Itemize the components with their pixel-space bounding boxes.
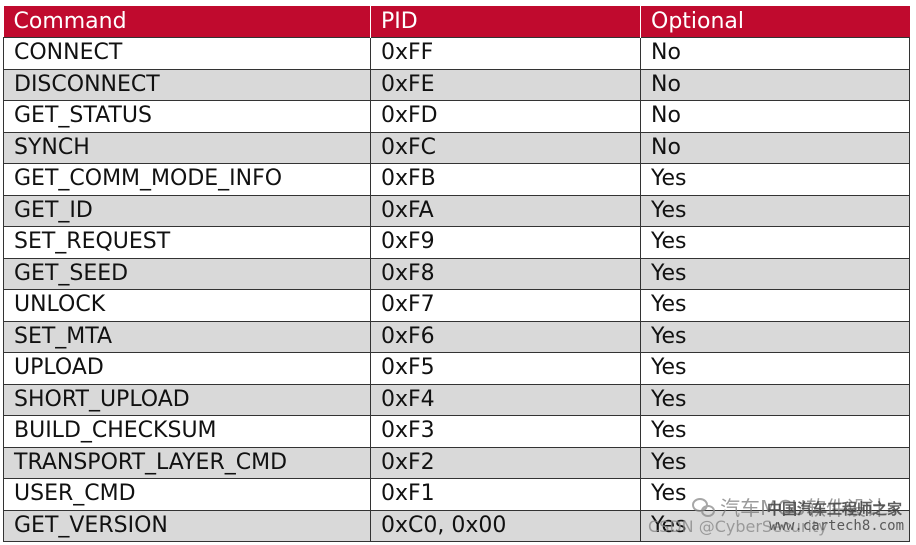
table-row: TRANSPORT_LAYER_CMD 0xF2 Yes [3,446,910,479]
optional-cell: Yes [640,194,910,227]
optional-cell: No [640,100,910,133]
command-cell: USER_CMD [3,478,371,511]
wechat-icon [692,497,716,517]
table-row: UNLOCK 0xF7 Yes [3,289,910,322]
pid-cell: 0xF5 [370,352,641,385]
watermark-csdn: CSDN @CyberSecurity [648,517,828,536]
header-row: Command PID Optional [3,6,910,38]
command-cell: SET_MTA [3,320,371,353]
optional-cell: Yes [640,509,910,542]
pid-cell: 0xF3 [370,415,641,448]
command-cell: GET_VERSION [3,509,371,542]
table-row: SET_MTA 0xF6 Yes [3,320,910,353]
pid-cell: 0xF9 [370,226,641,259]
table-body: CONNECT 0xFF No DISCONNECT 0xFE No GET_S… [3,37,910,542]
command-cell: GET_SEED [3,257,371,290]
pid-cell: 0xF7 [370,289,641,322]
pid-cell: 0xFC [370,131,641,164]
command-cell: DISCONNECT [3,68,371,101]
column-header-command: Command [3,6,371,38]
command-cell: GET_COMM_MODE_INFO [3,163,371,196]
watermark-site-name: 中国汽车工程师之家 [766,500,902,518]
pid-cell: 0xF2 [370,446,641,479]
optional-cell: Yes [640,226,910,259]
command-cell: GET_STATUS [3,100,371,133]
column-header-pid: PID [370,6,641,38]
table-row: GET_ID 0xFA Yes [3,194,910,227]
pid-cell: 0xFD [370,100,641,133]
pid-cell: 0xF8 [370,257,641,290]
pid-cell: 0xF1 [370,478,641,511]
optional-cell: No [640,37,910,70]
command-cell: SHORT_UPLOAD [3,383,371,416]
command-cell: SET_REQUEST [3,226,371,259]
command-cell: BUILD_CHECKSUM [3,415,371,448]
command-table: Command PID Optional CONNECT 0xFF No DIS… [3,6,910,542]
watermark-top: 汽车MCU软件设计 [692,492,886,521]
pid-cell: 0xC0, 0x00 [370,509,641,542]
table-row: SHORT_UPLOAD 0xF4 Yes [3,383,910,416]
table-row: DISCONNECT 0xFE No [3,68,910,101]
pid-cell: 0xFB [370,163,641,196]
table-row: BUILD_CHECKSUM 0xF3 Yes [3,415,910,448]
table-row: GET_VERSION 0xC0, 0x00 Yes [3,509,910,542]
table-row: SYNCH 0xFC No [3,131,910,164]
optional-cell: Yes [640,446,910,479]
optional-cell: No [640,131,910,164]
command-cell: UNLOCK [3,289,371,322]
pid-cell: 0xFE [370,68,641,101]
table-header: Command PID Optional [3,6,910,38]
table-row: GET_SEED 0xF8 Yes [3,257,910,290]
command-cell: SYNCH [3,131,371,164]
optional-cell: Yes [640,163,910,196]
optional-cell: Yes [640,383,910,416]
watermark-url: www.cartech8.com [769,518,904,534]
table-row: GET_COMM_MODE_INFO 0xFB Yes [3,163,910,196]
column-header-optional: Optional [640,6,910,38]
table-row: CONNECT 0xFF No [3,37,910,70]
table-row: GET_STATUS 0xFD No [3,100,910,133]
command-cell: UPLOAD [3,352,371,385]
watermark-top-text: 汽车MCU软件设计 [720,496,886,520]
pid-cell: 0xFF [370,37,641,70]
pid-cell: 0xFA [370,194,641,227]
pid-cell: 0xF6 [370,320,641,353]
optional-cell: Yes [640,352,910,385]
pid-cell: 0xF4 [370,383,641,416]
command-cell: TRANSPORT_LAYER_CMD [3,446,371,479]
command-cell: CONNECT [3,37,371,70]
optional-cell: Yes [640,257,910,290]
optional-cell: Yes [640,415,910,448]
table-row: UPLOAD 0xF5 Yes [3,352,910,385]
optional-cell: Yes [640,289,910,322]
table-row: SET_REQUEST 0xF9 Yes [3,226,910,259]
command-cell: GET_ID [3,194,371,227]
optional-cell: No [640,68,910,101]
optional-cell: Yes [640,320,910,353]
